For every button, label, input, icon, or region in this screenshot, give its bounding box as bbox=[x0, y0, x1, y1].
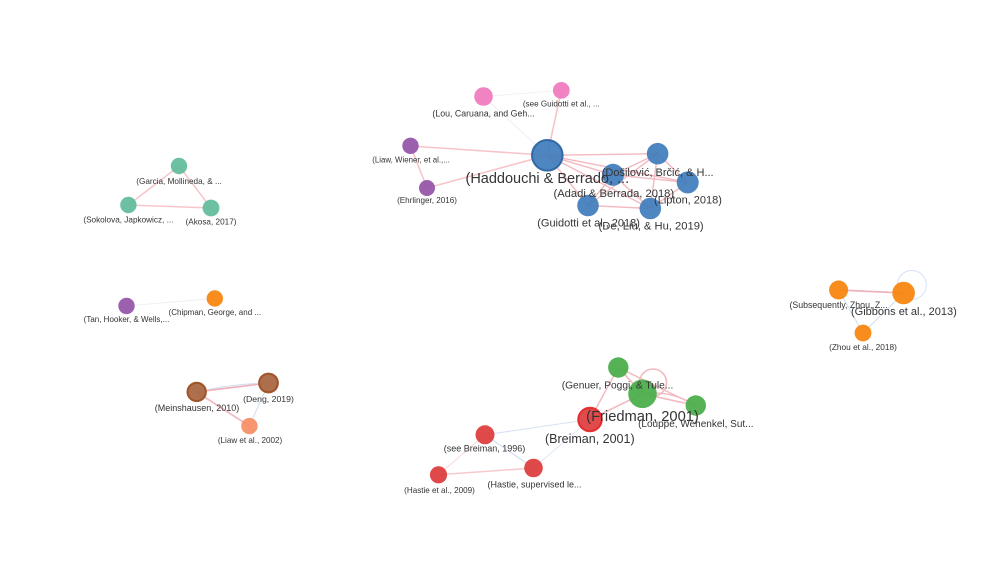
svg-text:(Breiman, 2001): (Breiman, 2001) bbox=[545, 432, 635, 446]
svg-text:(Lou, Caruana, and Geh...: (Lou, Caruana, and Geh... bbox=[432, 108, 534, 118]
svg-text:(Hastie et al., 2009): (Hastie et al., 2009) bbox=[404, 486, 475, 495]
svg-text:(Sokolova, Japkowicz, ...: (Sokolova, Japkowicz, ... bbox=[83, 216, 173, 225]
svg-text:(Hastie, supervised le...: (Hastie, supervised le... bbox=[487, 479, 581, 489]
svg-text:(see Breiman, 1996): (see Breiman, 1996) bbox=[444, 444, 526, 454]
svg-text:(Friedman, 2001): (Friedman, 2001) bbox=[586, 409, 699, 425]
svg-text:(Louppe, Wehenkel, Sut...: (Louppe, Wehenkel, Sut... bbox=[638, 419, 753, 430]
svg-text:(Akosa, 2017): (Akosa, 2017) bbox=[186, 218, 237, 227]
svg-text:(see Guidotti et al., ...: (see Guidotti et al., ... bbox=[523, 100, 600, 109]
svg-text:(Genuer, Poggi, & Tule...: (Genuer, Poggi, & Tule... bbox=[562, 380, 674, 391]
svg-text:(Lipton, 2018): (Lipton, 2018) bbox=[654, 194, 722, 206]
svg-text:(Zhou et al., 2018): (Zhou et al., 2018) bbox=[829, 342, 897, 352]
svg-text:(Meinshausen, 2010): (Meinshausen, 2010) bbox=[155, 403, 240, 413]
svg-text:(Tan, Hooker, & Wells,...: (Tan, Hooker, & Wells,... bbox=[84, 315, 170, 324]
svg-text:(Haddouchi & Berrado, ...: (Haddouchi & Berrado, ... bbox=[465, 171, 629, 187]
svg-text:(Došilović, Brčić, & H...: (Došilović, Brčić, & H... bbox=[602, 167, 714, 179]
svg-text:(Guidotti et al., 2018): (Guidotti et al., 2018) bbox=[537, 217, 640, 229]
svg-text:(Liaw et al., 2002): (Liaw et al., 2002) bbox=[218, 436, 283, 445]
svg-text:(Deng, 2019): (Deng, 2019) bbox=[243, 394, 294, 404]
svg-text:(Gibbons et al., 2013): (Gibbons et al., 2013) bbox=[851, 306, 957, 318]
svg-text:(Adadi & Berrada, 2018): (Adadi & Berrada, 2018) bbox=[553, 188, 674, 200]
svg-text:(Chipman, George, and ...: (Chipman, George, and ... bbox=[169, 308, 262, 317]
svg-text:(De, Liu, & Hu, 2019): (De, Liu, & Hu, 2019) bbox=[599, 221, 704, 233]
svg-text:(Ehrlinger, 2016): (Ehrlinger, 2016) bbox=[397, 196, 457, 205]
svg-text:(Liaw, Wiener, et al.,...: (Liaw, Wiener, et al.,... bbox=[372, 156, 450, 165]
svg-text:(Garcia, Mollineda, & ...: (Garcia, Mollineda, & ... bbox=[136, 177, 222, 186]
svg-text:(Subsequently, Zhou, Z...: (Subsequently, Zhou, Z... bbox=[789, 300, 887, 310]
